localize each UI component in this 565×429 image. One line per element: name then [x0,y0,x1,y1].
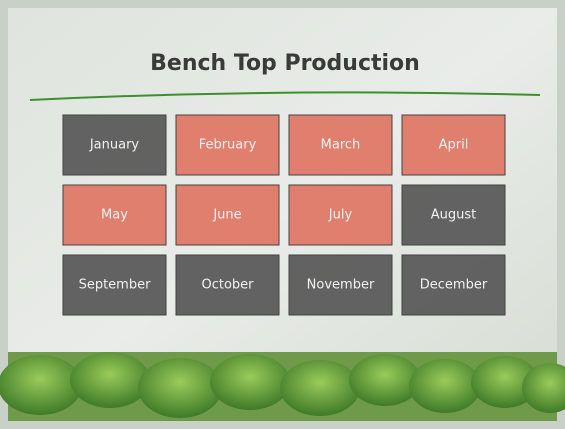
tile-box [62,114,167,176]
month-grid: January February March April May June July Augu… [62,114,506,316]
tile-label: May [101,208,128,223]
tile-box [62,254,167,316]
month-tile: September [62,254,167,316]
month-tile: August [401,184,506,246]
tile-box [401,254,506,316]
lettuce-band [0,352,565,421]
month-tile: February [175,114,280,176]
tile-label: June [212,208,241,223]
month-tile: April [401,114,506,176]
tile-label: July [328,208,353,223]
month-tile: December [401,254,506,316]
tile-box [288,184,393,246]
tile-box [288,254,393,316]
tile-label: March [321,138,361,153]
tile-label: August [431,208,477,223]
tile-label: December [420,278,488,293]
tile-box [288,114,393,176]
tile-label: April [439,138,469,153]
month-tile: March [288,114,393,176]
tile-label: January [89,138,140,153]
month-tile: January [62,114,167,176]
tile-box [175,114,280,176]
month-tile: June [175,184,280,246]
month-tile: November [288,254,393,316]
title-underline [29,91,541,101]
tile-label: September [79,278,152,293]
tile-label: November [307,278,375,293]
tile-label: October [201,278,254,293]
tile-box [175,254,280,316]
month-tile: October [175,254,280,316]
tile-box [401,184,506,246]
slide-title: Bench Top Production [150,51,420,76]
month-tile: May [62,184,167,246]
tile-box [401,114,506,176]
tile-box [62,184,167,246]
tile-label: February [199,138,257,153]
month-tile: July [288,184,393,246]
tile-box [175,184,280,246]
